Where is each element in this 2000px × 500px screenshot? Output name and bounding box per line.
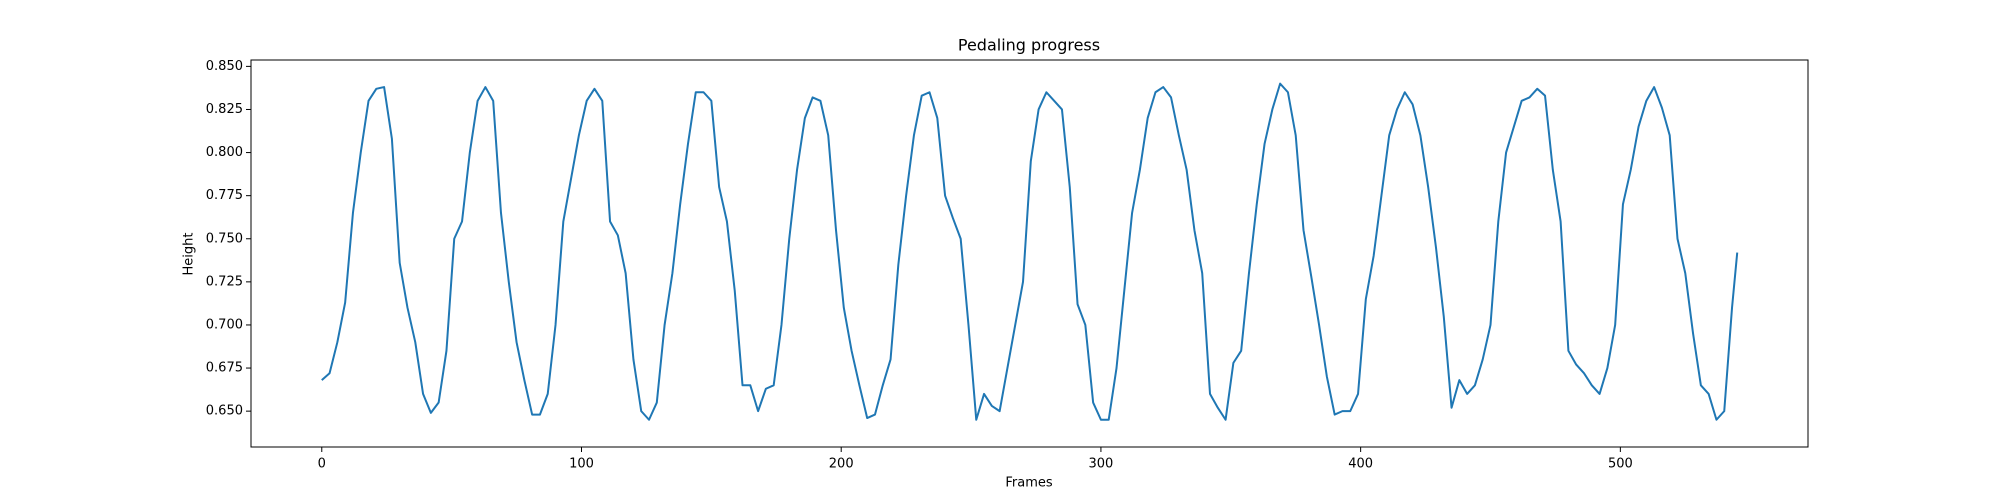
x-tick-label: 500: [1608, 457, 1633, 472]
y-tick-label: 0.725: [206, 274, 243, 289]
y-tick-label: 0.650: [206, 404, 243, 419]
x-tick-label: 0: [318, 457, 326, 472]
data-line: [321, 82, 1739, 421]
x-tick-label: 100: [569, 457, 594, 472]
x-tick-label: 200: [829, 457, 854, 472]
y-tick-label: 0.850: [206, 59, 243, 74]
y-tick-label: 0.825: [206, 102, 243, 117]
x-axis-label: Frames: [1005, 476, 1053, 491]
chart-title: Pedaling progress: [958, 36, 1100, 55]
x-tick-label: 300: [1089, 457, 1114, 472]
x-tick-label: 400: [1348, 457, 1373, 472]
y-axis-label: Height: [182, 233, 197, 276]
y-tick-label: 0.675: [206, 361, 243, 376]
y-tick-label: 0.700: [206, 317, 243, 332]
y-tick-label: 0.775: [206, 188, 243, 203]
y-tick-label: 0.800: [206, 145, 243, 160]
plot-frame: [250, 59, 1809, 448]
y-tick-label: 0.750: [206, 231, 243, 246]
